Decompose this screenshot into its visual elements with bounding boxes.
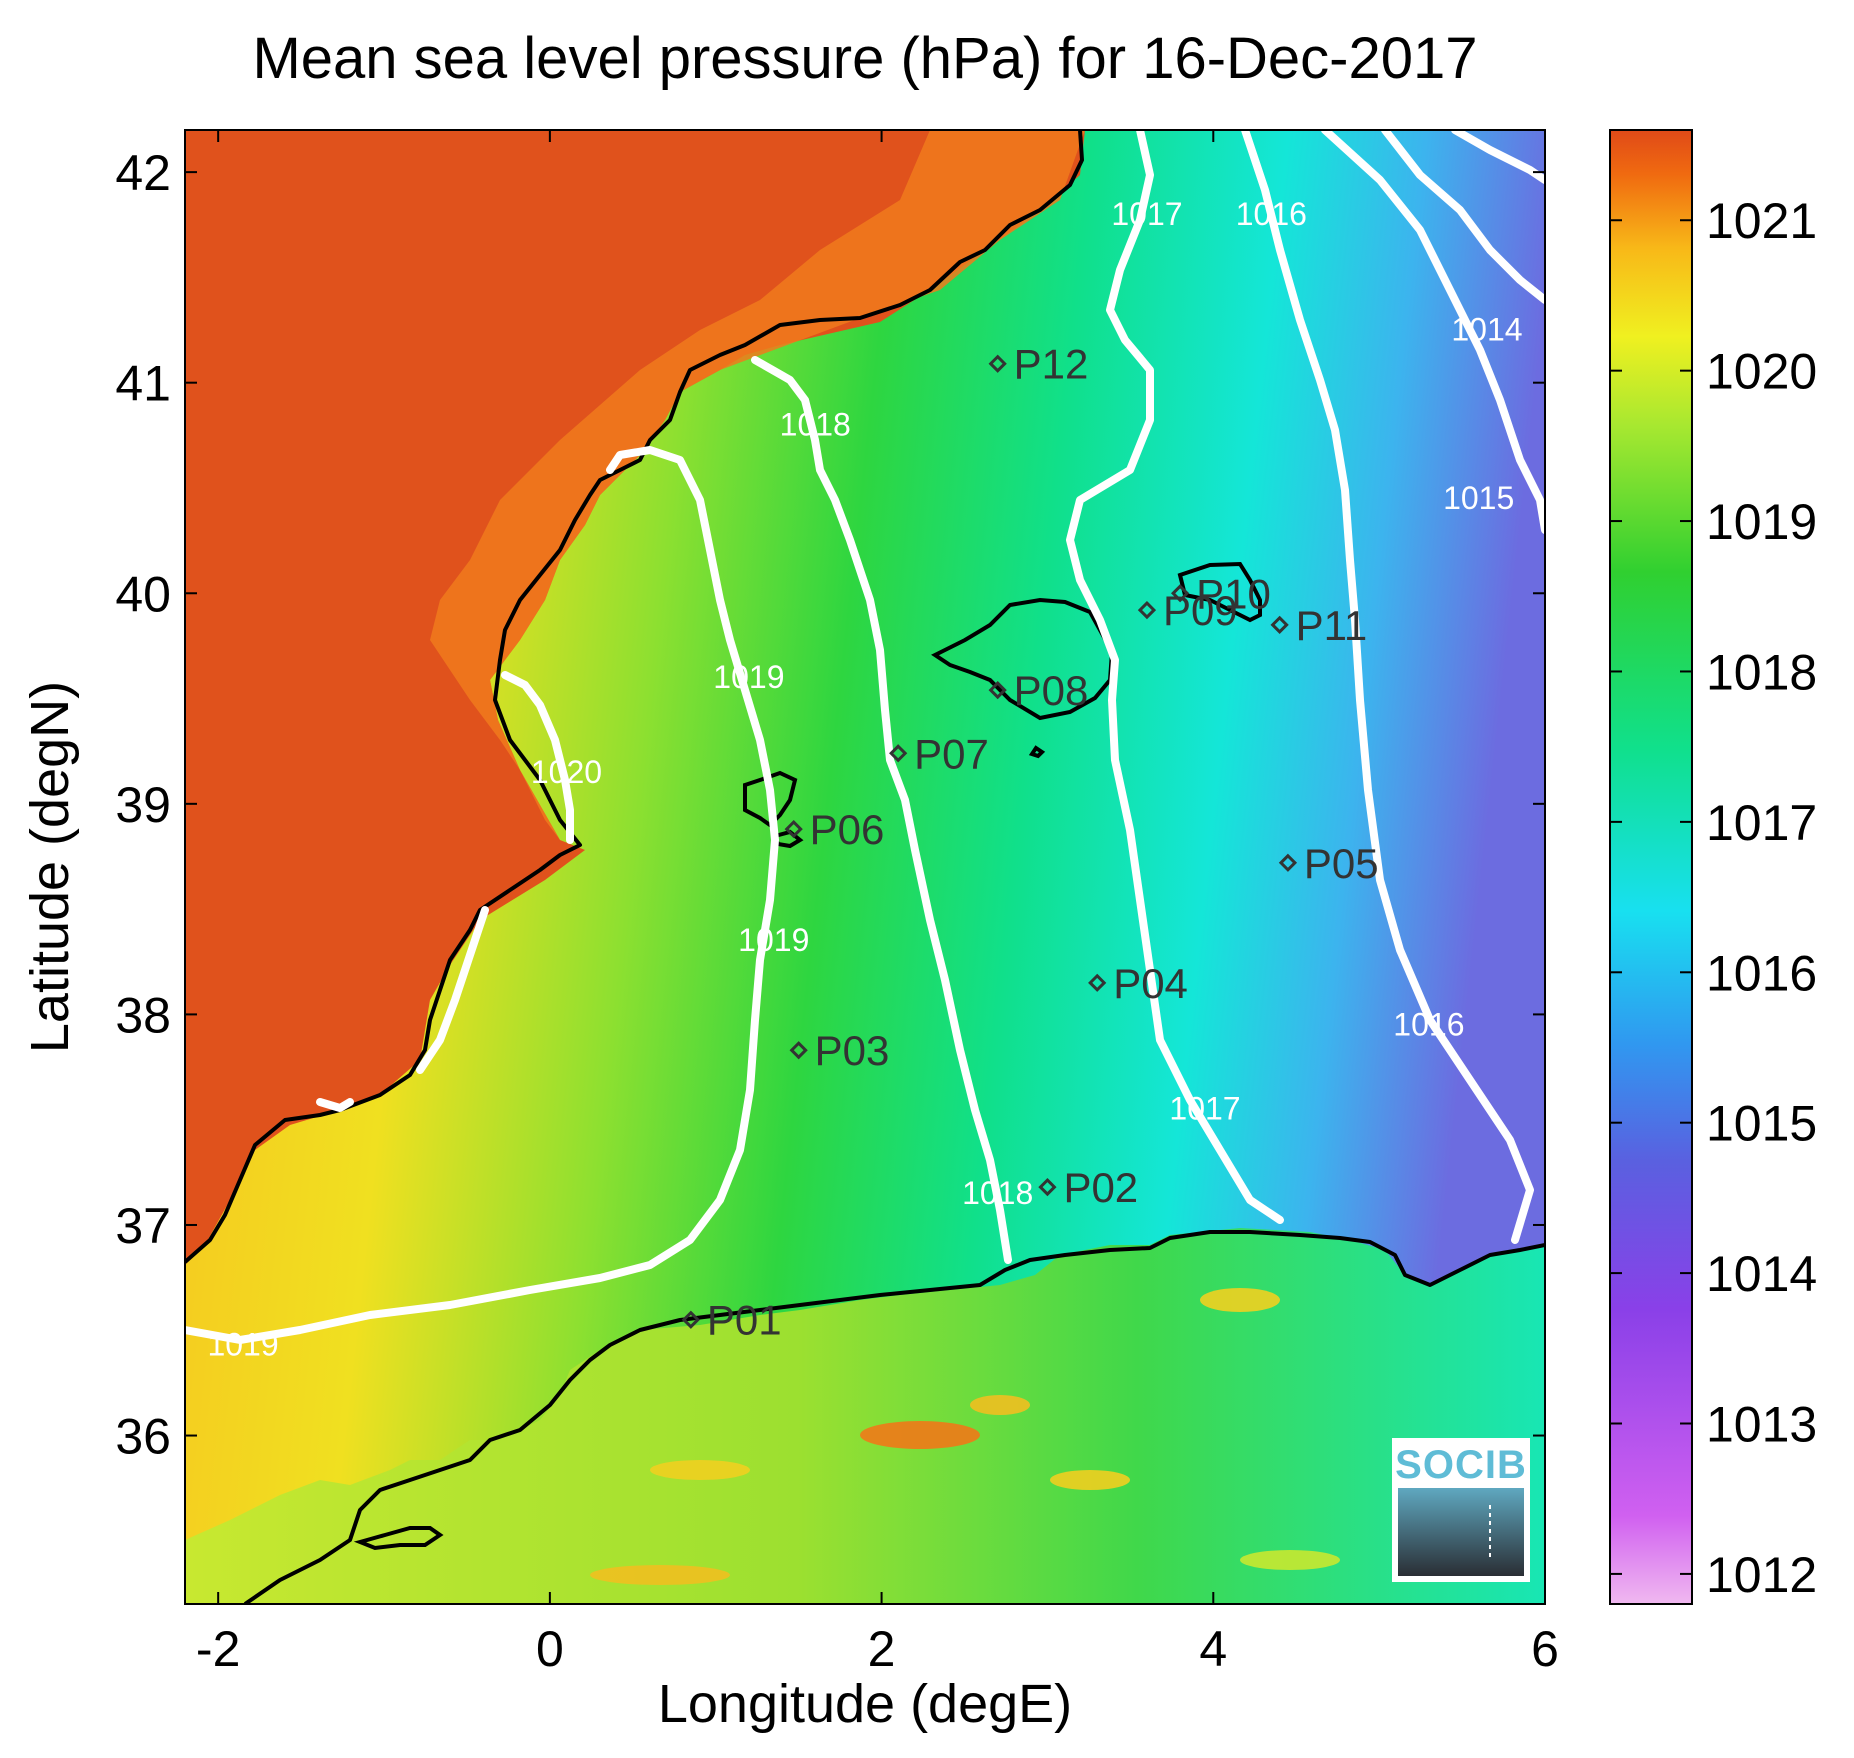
station-label: P07 [914,730,989,777]
station-label: P04 [1113,960,1188,1007]
contour-label: 1019 [207,1327,278,1363]
iberia-coastline [185,130,1084,1264]
contour-label: 1019 [713,659,784,695]
station-marker [1137,600,1157,620]
station-label: P01 [707,1297,782,1344]
colorbar-gradient [1609,129,1693,1605]
y-tick-label: 37 [115,1198,171,1254]
x-axis-label: Longitude (degE) [658,1674,1072,1734]
station-label: P12 [1014,341,1089,388]
station-label: P11 [1296,602,1368,649]
y-tick-label: 40 [115,566,171,622]
station-marker [1088,973,1107,992]
colorbar-tick-label: 1015 [1706,1096,1817,1152]
station-label: P08 [1014,667,1089,714]
contour-1020 [501,671,574,844]
y-axis: 36 37 38 39 40 41 42 [115,145,1545,1465]
map-frame [184,129,1546,1605]
chart-title: Mean sea level pressure (hPa) for 16-Dec… [252,26,1477,91]
station-label: P05 [1304,840,1379,887]
colorbar-tick-label: 1013 [1706,1397,1817,1453]
x-tick-label: 2 [868,1621,896,1677]
station-marker [1270,615,1289,634]
contour-lines [185,130,1545,1344]
contour-label: 1015 [1443,480,1514,516]
contour-1014-north [1381,130,1545,304]
contour-1015 [1321,130,1545,534]
contour-1018 [751,356,1012,1264]
contour-label: 1018 [780,406,851,442]
contour-label: 1016 [1236,196,1307,232]
colorbar-tick-label: 1021 [1706,193,1817,249]
colorbar-ticks: 1012 1013 1014 1015 1016 1017 1018 1019 1020 1021 [1610,193,1817,1603]
alboran-island-coast [353,1526,444,1551]
iberia-land [185,130,1085,1265]
station-marker [988,680,1007,700]
station-marker [1038,1177,1057,1197]
socib-logo: SOCIB [1392,1438,1530,1582]
x-tick-label: 4 [1199,1621,1227,1677]
colorbar-tick-label: 1016 [1706,945,1817,1001]
x-tick-label: -2 [196,1621,240,1677]
contour-label: 1017 [1169,1091,1240,1127]
contour-1017 [1066,130,1284,1224]
logo-text: SOCIB [1395,1443,1527,1487]
y-tick-label: 38 [115,987,171,1043]
y-tick-label: 41 [115,356,171,412]
contour-1020-south [416,906,489,1074]
map-area [185,130,1545,1604]
x-tick-label: 0 [536,1621,564,1677]
y-tick-label: 39 [115,777,171,833]
station-label: P02 [1063,1164,1138,1211]
x-axis: -2 0 2 4 6 [196,130,1559,1677]
menorca-coast [1177,561,1262,623]
contour-1016 [1241,130,1534,1244]
colorbar-tick-label: 1018 [1706,644,1817,700]
africa-coastline [243,1230,1545,1604]
contour-label: 1018 [962,1175,1033,1211]
station-label: P03 [815,1027,890,1074]
station-marker [1170,584,1190,603]
x-tick-label: 6 [1531,1621,1559,1677]
station-marker [889,744,908,763]
y-tick-label: 36 [115,1409,171,1465]
contour-label: 1020 [531,754,602,790]
station-marker [1278,853,1298,872]
y-tick-label: 42 [115,145,171,201]
contour-label: 1016 [1393,1006,1464,1042]
contour-1014-south [1451,130,1545,184]
station-marker [784,819,803,839]
y-axis-label: Latitude (degN) [20,681,80,1053]
africa-land [185,1228,1545,1604]
colorbar-tick-label: 1019 [1706,494,1817,550]
colorbar: 1012 1013 1014 1015 1016 1017 1018 1019 1020 1021 [1609,129,1817,1605]
station-label: P10 [1196,570,1271,617]
contour-label-layer: 1014 1015 1016 1016 1017 1017 1018 1018 1019 1019… [207,196,1522,1363]
station-marker [988,354,1007,373]
colorbar-tick-label: 1012 [1706,1547,1817,1603]
cabrera-coast [1028,745,1046,759]
colorbar-tick-label: 1020 [1706,344,1817,400]
station-marker [681,1310,700,1329]
contour-label: 1014 [1451,312,1522,348]
contour-1019 [185,446,779,1344]
africa-hotspots [590,1288,1340,1585]
contour-1020-pocket [316,1098,354,1112]
colorbar-tick-label: 1014 [1706,1246,1817,1302]
iberia-coastal-band [430,130,1085,840]
contour-label: 1017 [1111,196,1182,232]
station-marker [789,1041,808,1060]
contour-label: 1019 [738,922,809,958]
station-label: P06 [810,806,885,853]
colorbar-tick-label: 1017 [1706,795,1817,851]
